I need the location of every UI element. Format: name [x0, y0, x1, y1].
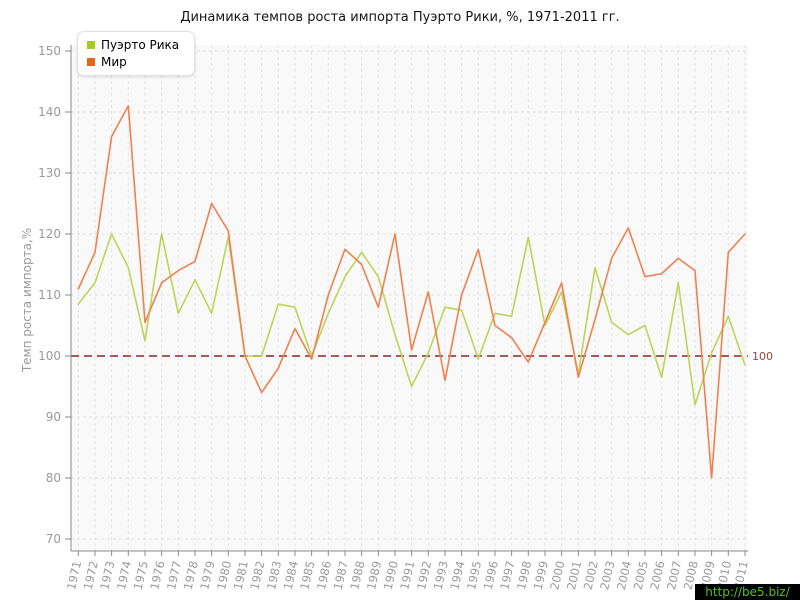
x-tick-label: 1980 — [214, 560, 234, 592]
plot-area — [71, 45, 748, 551]
x-tick-label: 2007 — [664, 560, 684, 592]
x-tick-label: 1977 — [164, 560, 184, 592]
x-tick-label: 1988 — [347, 560, 367, 592]
legend-label-mir: Мир — [101, 55, 127, 69]
legend-label-puerto-rico: Пуэрто Рика — [101, 38, 180, 52]
guide-label-100: 100 — [752, 350, 773, 363]
legend-item-mir[interactable]: Мир — [87, 55, 179, 69]
x-tick-label: 1996 — [481, 560, 501, 592]
legend-item-puerto-rico[interactable]: Пуэрто Рика — [87, 38, 179, 52]
x-tick-label: 1981 — [231, 560, 251, 592]
x-tick-label: 2003 — [597, 560, 617, 592]
x-tick-label: 2009 — [697, 560, 717, 592]
x-tick-label: 1976 — [147, 560, 167, 592]
y-tick-label: 100 — [38, 349, 61, 363]
x-tick-label: 2010 — [714, 560, 734, 592]
x-tick-label: 1993 — [431, 560, 451, 592]
legend: Пуэрто Рика Мир — [77, 31, 196, 76]
x-tick-label: 2005 — [631, 560, 651, 592]
x-tick-label: 1979 — [197, 560, 217, 592]
x-tick-label: 1978 — [181, 560, 201, 592]
x-tick-label: 2001 — [564, 560, 584, 592]
x-tick-label: 1991 — [397, 560, 417, 592]
y-tick-label: 110 — [38, 288, 61, 302]
y-tick-label: 150 — [38, 44, 61, 58]
x-tick-label: 1999 — [531, 560, 551, 592]
y-tick-label: 90 — [46, 410, 61, 424]
x-tick-label: 1989 — [364, 560, 384, 592]
x-tick-label: 2000 — [547, 560, 567, 592]
x-tick-label: 1994 — [447, 560, 467, 592]
x-tick-label: 1975 — [131, 560, 151, 592]
x-tick-label: 2004 — [614, 560, 634, 592]
x-tick-label: 2011 — [731, 560, 751, 592]
x-tick-label: 1990 — [381, 560, 401, 592]
x-tick-label: 1983 — [264, 560, 284, 592]
chart-title: Динамика темпов роста импорта Пуэрто Рик… — [180, 10, 620, 25]
x-tick-label: 1986 — [314, 560, 334, 592]
series-line-mir — [77, 105, 746, 479]
x-tick-label: 2008 — [681, 560, 701, 592]
y-tick-label: 120 — [38, 227, 61, 241]
x-tick-label: 1974 — [114, 560, 134, 592]
x-tick-label: 1995 — [464, 560, 484, 592]
x-tick-label: 1987 — [331, 560, 351, 592]
x-tick-label: 1985 — [297, 560, 317, 592]
x-tick-label: 1992 — [414, 560, 434, 592]
series-line-puerto-rico — [77, 233, 746, 406]
x-tick-label: 2006 — [647, 560, 667, 592]
x-tick-label: 1997 — [497, 560, 517, 592]
y-tick-label: 80 — [46, 471, 61, 485]
y-tick-label: 140 — [38, 105, 61, 119]
y-tick-label: 130 — [38, 166, 61, 180]
legend-marker-puerto-rico-icon — [87, 41, 95, 49]
y-tick-label: 70 — [46, 532, 61, 546]
x-tick-label: 1972 — [81, 560, 101, 592]
x-tick-label: 2002 — [581, 560, 601, 592]
legend-marker-mir-icon — [87, 58, 95, 66]
x-tick-label: 1984 — [281, 560, 301, 592]
x-tick-label: 1982 — [247, 560, 267, 592]
x-tick-label: 1973 — [97, 560, 117, 592]
x-tick-label: 1998 — [514, 560, 534, 592]
x-tick-label: 1971 — [64, 560, 84, 592]
watermark-link[interactable]: http://be5.biz/ — [695, 584, 800, 600]
